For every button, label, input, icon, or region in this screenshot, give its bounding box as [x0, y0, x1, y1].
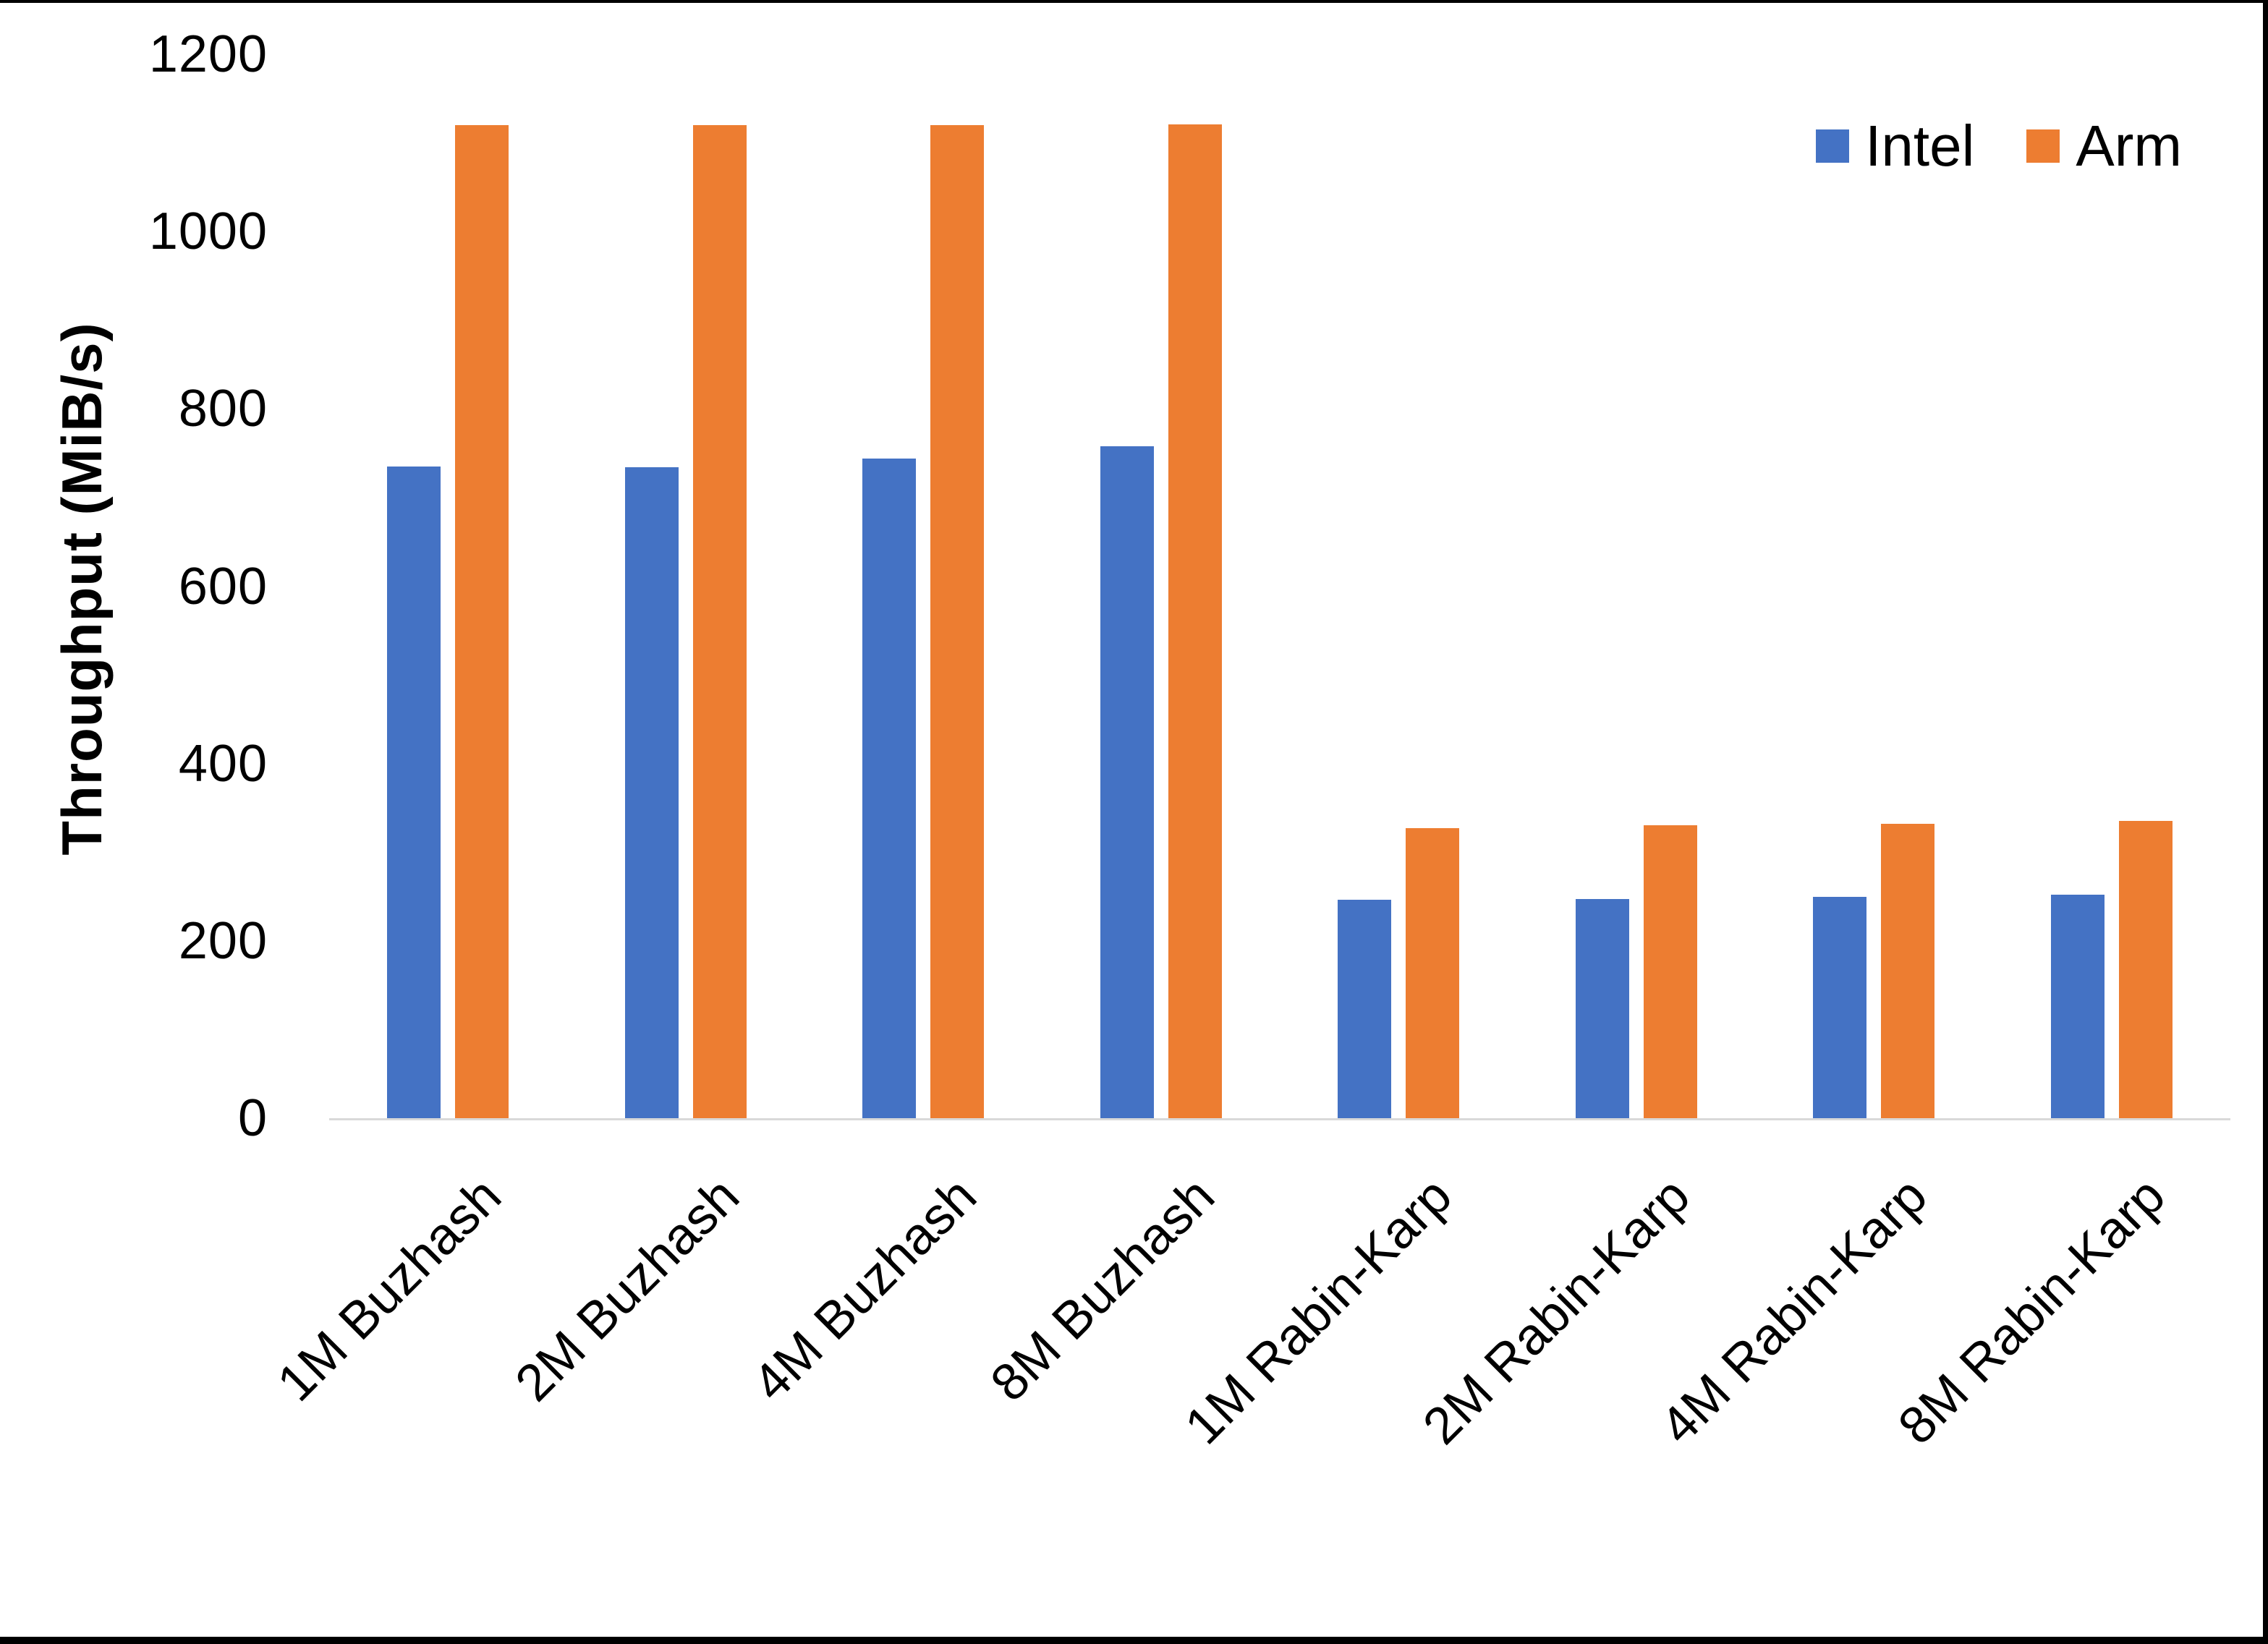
bar-group	[329, 54, 567, 1118]
x-category-label: 2M Buzhash	[504, 1167, 750, 1413]
bar-arm-3	[930, 125, 985, 1118]
x-category-label: 4M Buzhash	[742, 1167, 988, 1413]
y-tick-label: 600	[178, 557, 268, 616]
plot-area	[329, 54, 2230, 1120]
bar-arm-5	[1406, 828, 1460, 1118]
legend-swatch-intel	[1816, 129, 1850, 163]
bar-arm-4	[1168, 124, 1222, 1118]
y-tick-label: 200	[178, 911, 268, 970]
bar-intel-3	[862, 458, 917, 1118]
bar-arm-2	[692, 125, 747, 1118]
bar-intel-5	[1338, 900, 1392, 1118]
legend-label: Arm	[2076, 114, 2182, 178]
bar-group	[1518, 54, 1756, 1118]
bar-group	[1042, 54, 1280, 1118]
bar-group	[804, 54, 1042, 1118]
bar-arm-7	[1881, 824, 1935, 1118]
bar-arm-1	[455, 125, 509, 1118]
legend-item-arm: Arm	[2026, 117, 2182, 175]
x-category-label: 1M Buzhash	[266, 1167, 512, 1413]
bar-group	[567, 54, 805, 1118]
bar-intel-4	[1100, 446, 1154, 1118]
y-tick-label: 1000	[148, 203, 268, 261]
bar-intel-7	[1813, 896, 1867, 1118]
y-tick-label: 400	[178, 734, 268, 793]
legend-label: Intel	[1865, 114, 1975, 178]
bar-intel-6	[1575, 899, 1629, 1118]
legend-swatch-arm	[2026, 129, 2060, 163]
y-tick-label: 800	[178, 380, 268, 438]
bar-group	[1755, 54, 1993, 1118]
x-category-label: 8M Buzhash	[979, 1167, 1226, 1413]
bar-arm-6	[1643, 825, 1697, 1118]
bar-group	[1993, 54, 2231, 1118]
legend: Intel Arm	[1816, 117, 2182, 175]
bar-intel-1	[387, 467, 441, 1118]
y-tick-label: 0	[237, 1089, 268, 1147]
bar-intel-2	[624, 467, 679, 1118]
bar-intel-8	[2050, 895, 2105, 1118]
bar-group	[1280, 54, 1518, 1118]
bar-arm-8	[2118, 821, 2173, 1118]
legend-item-intel: Intel	[1816, 117, 1974, 175]
chart-canvas: Throughput (MiB/s) 0 200 400 600 800 1000 1200…	[0, 3, 2263, 1637]
y-tick-label: 1200	[148, 25, 268, 83]
